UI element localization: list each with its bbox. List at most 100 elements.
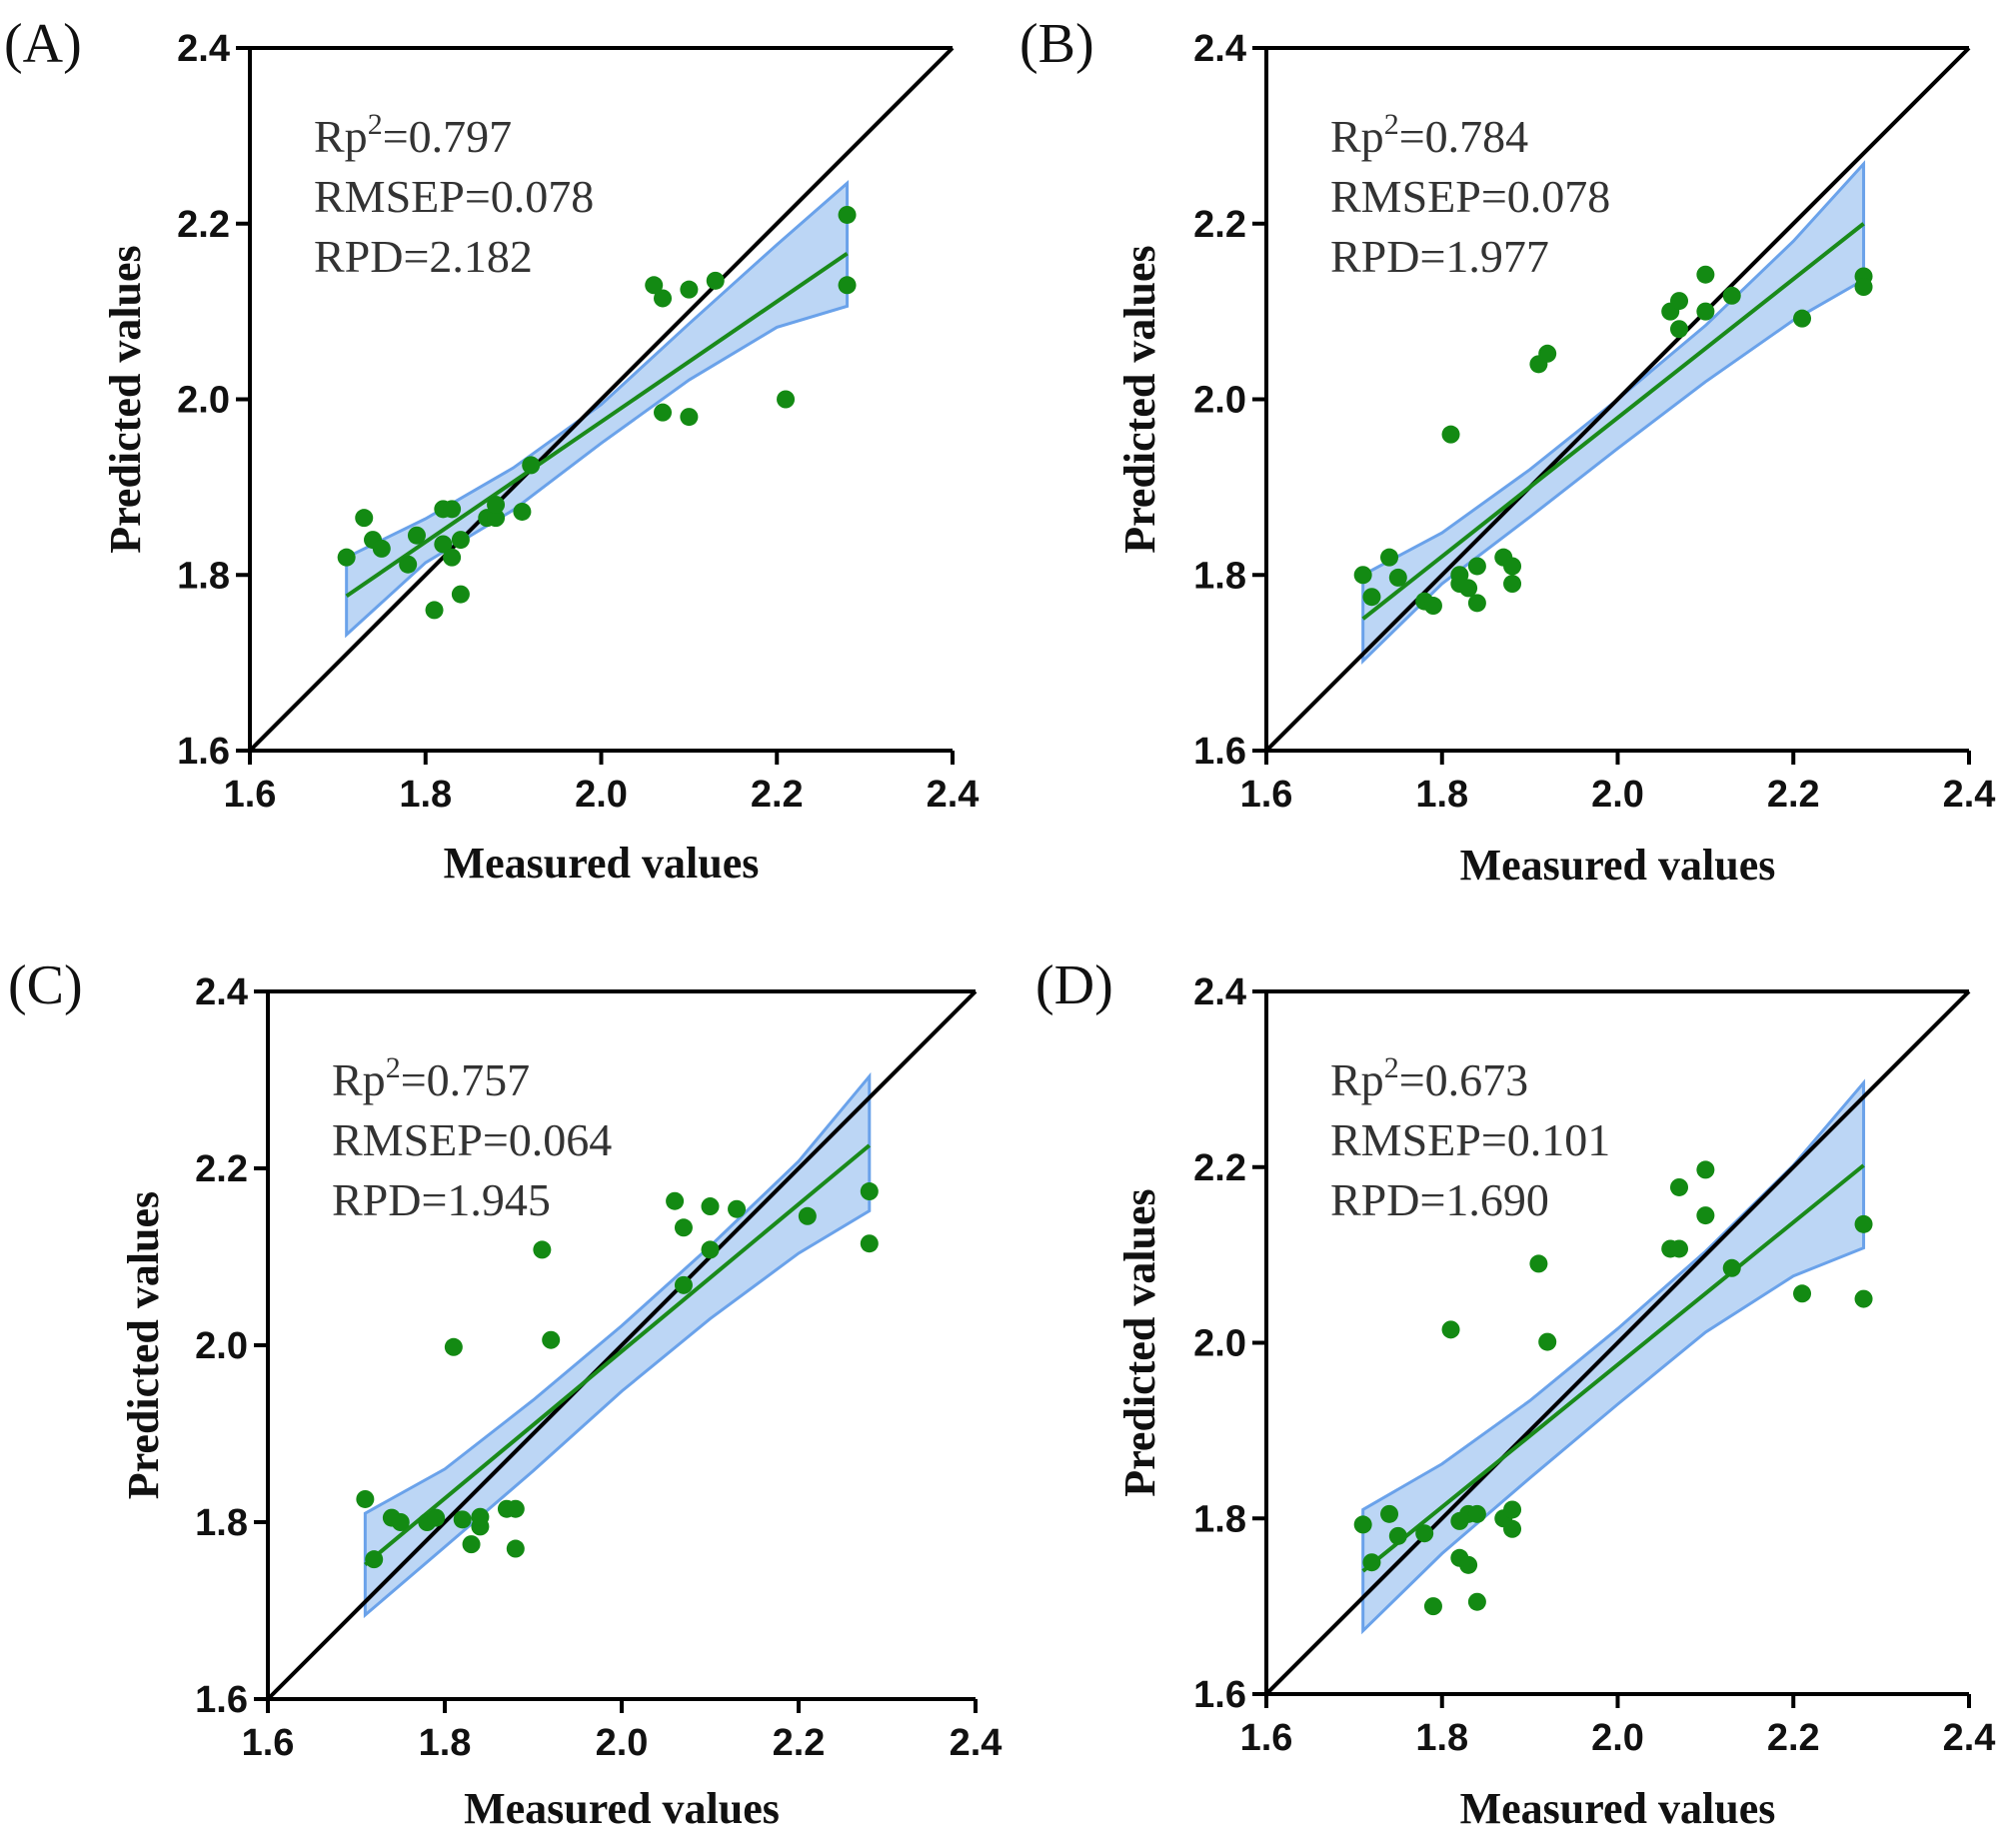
data-point: [1696, 1160, 1715, 1179]
stat-rpd: RPD=1.945: [332, 1174, 551, 1225]
y-tick-label: 1.8: [1193, 555, 1246, 597]
x-tick-label: 2.2: [1767, 774, 1820, 816]
data-point: [838, 276, 857, 295]
data-point: [680, 280, 699, 299]
data-point: [355, 509, 374, 528]
data-point: [506, 1499, 525, 1518]
x-tick-label: 1.6: [224, 774, 277, 816]
data-point: [1423, 1597, 1442, 1616]
data-point: [434, 535, 453, 554]
identity-line: [1264, 989, 1971, 1696]
regression-line: [1361, 1163, 1865, 1573]
data-point: [1503, 575, 1522, 594]
y-axis-title: Predicted values: [1115, 245, 1164, 553]
data-point: [1415, 1524, 1434, 1543]
data-point: [365, 1550, 384, 1569]
regression-line: [364, 1143, 872, 1567]
stat-rp2: Rp2=0.784: [1330, 108, 1528, 162]
panel-label: (A): [4, 13, 82, 75]
x-tick-label: 2.2: [1767, 1717, 1820, 1759]
data-point: [1722, 286, 1741, 305]
data-point: [1696, 1206, 1715, 1225]
x-axis-title: Measured values: [1460, 841, 1776, 890]
data-point: [542, 1330, 561, 1349]
x-tick-label: 1.6: [1240, 774, 1293, 816]
data-point: [654, 403, 673, 422]
data-point: [728, 1199, 747, 1218]
data-point: [860, 1182, 879, 1201]
x-axis-title: Measured values: [1460, 1784, 1776, 1833]
panel-b: (B) 1.6 1.8 2.0 2.2 2.4 1.6 1.8 2.0 2.2 2.4 Measure…: [1019, 13, 1995, 890]
data-point: [1467, 594, 1486, 613]
data-point: [1538, 1332, 1557, 1351]
regression-line: [1361, 222, 1865, 621]
y-tick-label: 2.2: [1193, 204, 1246, 246]
stat-rpd: RPD=1.690: [1330, 1174, 1549, 1225]
data-point: [1380, 548, 1399, 567]
data-point: [1353, 566, 1372, 585]
data-point: [506, 1539, 525, 1558]
x-tick-label: 2.0: [596, 1722, 649, 1764]
data-point: [1696, 302, 1715, 321]
data-point: [399, 555, 418, 574]
identity-line: [1264, 46, 1971, 753]
data-point: [1467, 1504, 1486, 1523]
data-point: [533, 1240, 552, 1259]
x-tick-label: 2.4: [927, 774, 980, 816]
data-point: [674, 1218, 693, 1237]
data-point: [1459, 1555, 1478, 1574]
y-tick-label: 2.0: [1193, 1323, 1246, 1365]
data-point: [1538, 344, 1557, 363]
data-point: [427, 1508, 446, 1527]
y-tick-label: 1.6: [195, 1679, 248, 1721]
data-point: [777, 390, 796, 409]
y-axis-title: Predicted values: [119, 1191, 168, 1499]
data-point: [1503, 1519, 1522, 1538]
panel-label: (B): [1019, 13, 1094, 75]
regression-line: [345, 251, 849, 598]
data-point: [337, 548, 356, 567]
y-tick-label: 1.8: [195, 1502, 248, 1544]
data-point: [513, 502, 532, 521]
data-point: [443, 500, 462, 519]
x-tick-label: 1.6: [242, 1722, 295, 1764]
panel-a: (A) 1.6 1.8 2.0 2.2 2.4 1.6 1.8 2.0 2.2 2.4 Measure…: [4, 13, 979, 888]
y-tick-label: 1.8: [1193, 1498, 1246, 1540]
data-point: [798, 1206, 817, 1225]
x-tick-label: 2.4: [1943, 1717, 1996, 1759]
data-point: [425, 601, 444, 620]
x-tick-label: 1.8: [399, 774, 452, 816]
panel-c: (C) 1.6 1.8 2.0 2.2 2.4 1.6 1.8 2.0 2.2 2.4 Measure…: [8, 954, 1002, 1833]
data-point: [1793, 309, 1812, 328]
y-tick-label: 1.6: [1193, 731, 1246, 773]
panel-d: (D) 1.6 1.8 2.0 2.2 2.4 1.6 1.8 2.0 2.2 2.4 Measure…: [1035, 954, 1995, 1833]
data-point: [1423, 597, 1442, 616]
data-point: [1696, 265, 1715, 284]
data-point: [666, 1191, 685, 1210]
data-point: [391, 1513, 410, 1531]
stat-rp2: Rp2=0.673: [1330, 1051, 1528, 1105]
data-point: [701, 1240, 720, 1259]
data-point: [407, 526, 426, 545]
x-tick-label: 1.8: [1415, 774, 1468, 816]
data-point: [451, 585, 470, 604]
y-tick-label: 2.4: [1193, 971, 1246, 1013]
y-tick-label: 2.2: [1193, 1147, 1246, 1189]
y-tick-label: 2.4: [177, 28, 230, 70]
x-axis-title: Measured values: [464, 1784, 780, 1833]
data-point: [1362, 1553, 1381, 1572]
data-point: [1670, 1239, 1689, 1258]
data-point: [1459, 579, 1478, 598]
stat-rpd: RPD=2.182: [314, 231, 533, 282]
data-point: [462, 1535, 481, 1554]
stat-rmsep: RMSEP=0.064: [332, 1114, 612, 1165]
x-axis-title: Measured values: [444, 839, 760, 888]
data-point: [1380, 1504, 1399, 1523]
data-point: [487, 495, 506, 514]
x-tick-label: 1.8: [1415, 1717, 1468, 1759]
y-tick-label: 1.6: [1193, 1674, 1246, 1716]
stat-rmsep: RMSEP=0.078: [314, 171, 594, 222]
stat-rmsep: RMSEP=0.101: [1330, 1114, 1610, 1165]
data-point: [1450, 566, 1469, 585]
